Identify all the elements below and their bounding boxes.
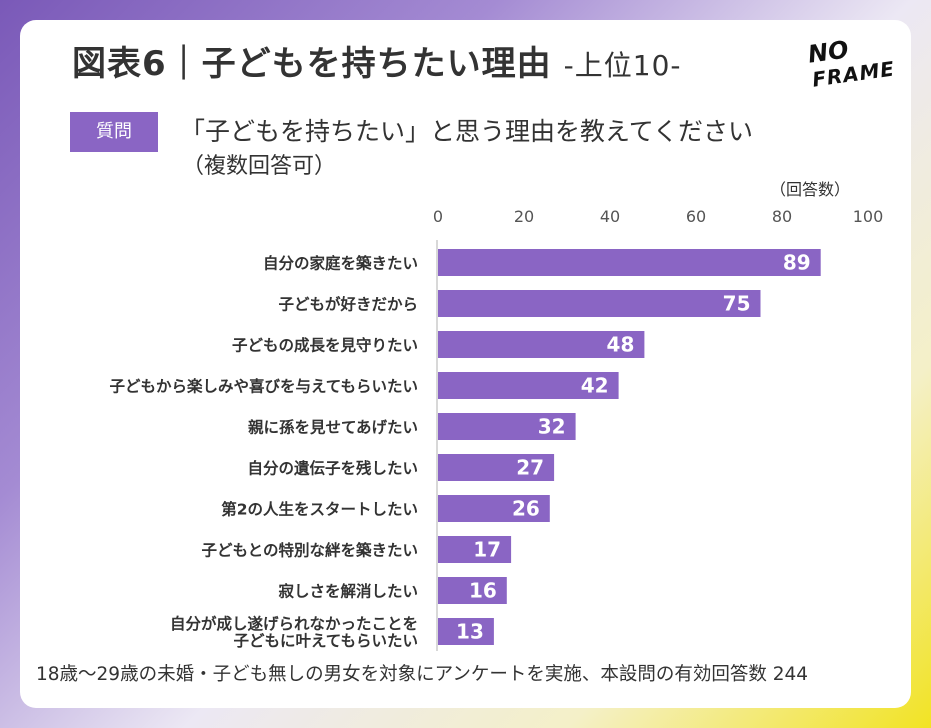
footnote: 18歳〜29歳の未婚・子ども無しの男女を対象にアンケートを実施、本設問の有効回答… bbox=[36, 664, 809, 685]
data-label: 13 bbox=[456, 620, 484, 644]
x-tick-label: 100 bbox=[853, 207, 884, 226]
category-label: 寂しさを解消したい bbox=[278, 582, 418, 601]
bar bbox=[438, 290, 761, 317]
bar bbox=[438, 413, 576, 440]
category-label: 親に孫を見せてあげたい bbox=[248, 418, 418, 437]
bar bbox=[438, 536, 512, 563]
bar bbox=[438, 495, 550, 522]
data-label: 27 bbox=[516, 456, 544, 480]
category-label: 子どもが好きだから bbox=[278, 295, 418, 314]
bar bbox=[438, 372, 619, 399]
data-label: 26 bbox=[512, 497, 540, 521]
question-badge: 質問 bbox=[70, 112, 158, 152]
data-label: 42 bbox=[581, 374, 609, 398]
bar bbox=[438, 618, 494, 645]
category-label: 子どもから楽しみや喜びを与えてもらいたい bbox=[110, 377, 418, 396]
category-label: 第2の人生をスタートしたい bbox=[221, 500, 418, 519]
category-label: 自分が成し遂げられなかったことを bbox=[170, 614, 418, 633]
x-tick-label: 80 bbox=[772, 207, 792, 226]
x-tick-label: 0 bbox=[433, 207, 443, 226]
category-label: 自分の遺伝子を残したい bbox=[247, 459, 418, 478]
category-label: 子どもに叶えてもらいたい bbox=[234, 632, 418, 650]
title-sub: -上位10- bbox=[563, 49, 682, 82]
unit-label: （回答数） bbox=[770, 180, 851, 199]
data-label: 48 bbox=[607, 333, 635, 357]
bar bbox=[438, 454, 555, 481]
title-main: 図表6｜子どもを持ちたい理由 bbox=[72, 44, 552, 84]
data-label: 16 bbox=[469, 579, 497, 603]
x-tick-label: 20 bbox=[514, 207, 534, 226]
data-label: 32 bbox=[538, 415, 566, 439]
page-title: 図表6｜子どもを持ちたい理由 -上位10- bbox=[72, 36, 682, 85]
category-label: 自分の家庭を築きたい bbox=[263, 254, 418, 273]
question-note: （複数回答可） bbox=[182, 154, 337, 179]
bar bbox=[438, 249, 821, 276]
question-text: 「子どもを持ちたい」と思う理由を教えてください bbox=[180, 117, 754, 146]
bar bbox=[438, 577, 507, 604]
category-label: 子どもの成長を見守りたい bbox=[232, 336, 418, 355]
x-tick-label: 60 bbox=[686, 207, 706, 226]
bar bbox=[438, 331, 645, 358]
data-label: 75 bbox=[723, 292, 751, 316]
category-label: 子どもとの特別な絆を築きたい bbox=[201, 541, 418, 560]
data-label: 89 bbox=[783, 251, 811, 275]
x-tick-label: 40 bbox=[600, 207, 620, 226]
data-label: 17 bbox=[473, 538, 501, 562]
